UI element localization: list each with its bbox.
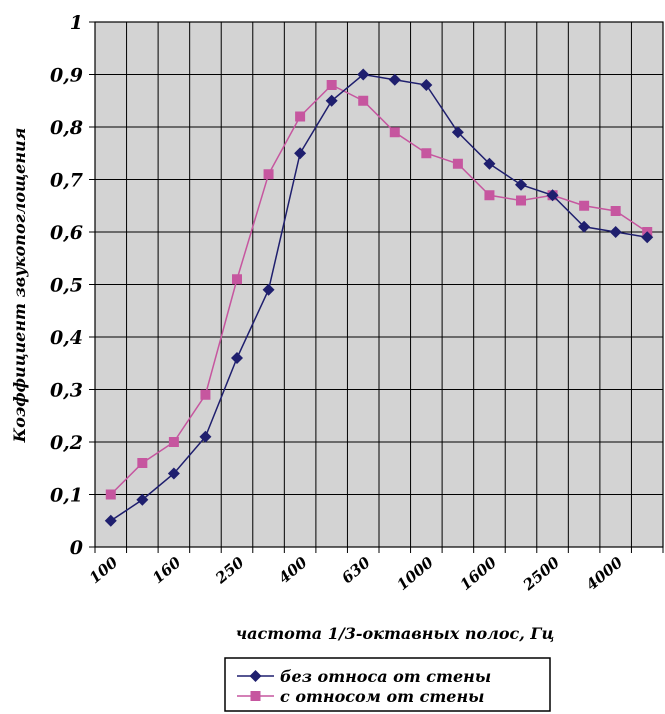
data-point-square: [264, 169, 274, 179]
y-tick-label: 0: [70, 537, 83, 559]
data-point-square: [327, 80, 337, 90]
x-tick-label: 160: [149, 553, 185, 587]
data-point-square: [611, 206, 621, 216]
data-point-square: [358, 96, 368, 106]
x-tick-label: 250: [211, 553, 248, 588]
data-point-square: [106, 490, 116, 500]
data-point-square: [295, 112, 305, 122]
legend: без относа от стены с относом от стены: [225, 658, 550, 711]
x-tick-label: 400: [275, 553, 311, 587]
y-tick-label: 0,5: [50, 275, 83, 297]
legend-marker-square: [251, 691, 261, 701]
x-tick-label: 1600: [456, 553, 500, 594]
y-tick-label: 0,7: [50, 170, 83, 192]
y-tick-label: 0,4: [50, 327, 83, 349]
data-point-square: [579, 201, 589, 211]
data-point-square: [484, 190, 494, 200]
data-point-square: [390, 127, 400, 137]
y-tick-label: 0,9: [50, 65, 83, 87]
legend-label-1: без относа от стены: [280, 667, 491, 686]
x-tick-label: 100: [86, 553, 122, 587]
y-tick-label: 0,1: [50, 485, 83, 507]
y-tick-label: 0,2: [50, 432, 83, 454]
data-point-square: [232, 274, 242, 284]
x-tick-label: 630: [338, 553, 374, 587]
data-point-square: [516, 196, 526, 206]
x-tick-label: 2500: [519, 553, 564, 595]
data-point-square: [421, 148, 431, 158]
y-axis-title: Коэффициент звукопоглощения: [10, 128, 29, 444]
x-tick-label: 4000: [583, 553, 627, 594]
data-point-square: [169, 437, 179, 447]
data-point-square: [200, 390, 210, 400]
data-point-square: [453, 159, 463, 169]
x-axis-title: частота 1/3-октавных полос, Гц: [236, 624, 555, 643]
y-tick-label: 0,8: [50, 117, 83, 139]
legend-label-2: с относом от стены: [280, 687, 484, 706]
y-tick-label: 1: [70, 12, 83, 34]
y-axis-tick-labels: 0 0,1 0,2 0,3 0,4 0,5 0,6 0,7 0,8 0,9 1: [50, 12, 83, 559]
y-tick-label: 0,3: [50, 380, 83, 402]
y-tick-label: 0,6: [50, 222, 83, 244]
data-point-square: [137, 458, 147, 468]
x-axis-tick-labels: 100 160 250 400 630 1000 1600 2500 4000: [86, 553, 627, 595]
x-tick-label: 1000: [393, 553, 437, 594]
